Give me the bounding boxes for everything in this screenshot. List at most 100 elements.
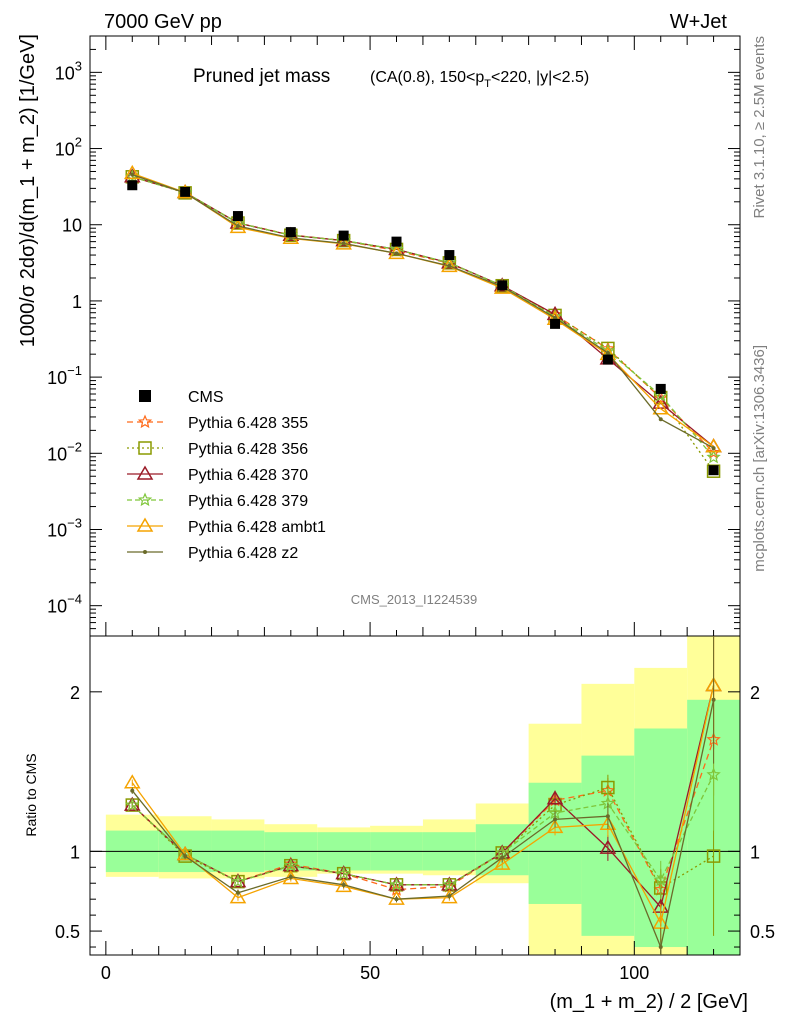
ratio-point-p379 bbox=[125, 797, 140, 812]
ratio-point-z2 bbox=[288, 874, 293, 879]
legend-label-data: CMS bbox=[188, 389, 224, 406]
ratio-point-p379 bbox=[389, 877, 404, 891]
legend-label-p355: Pythia 6.428 355 bbox=[188, 415, 308, 432]
data-point bbox=[338, 230, 349, 241]
point-z2 bbox=[447, 263, 452, 268]
series-line-p355 bbox=[132, 176, 715, 454]
ratio-line-z2 bbox=[131, 699, 715, 950]
legend-label-ambt1: Pythia 6.428 ambt1 bbox=[188, 519, 326, 536]
header-right: W+Jet bbox=[670, 11, 728, 33]
ratio-point-ambt1 bbox=[493, 855, 511, 870]
series-line-z2 bbox=[132, 173, 714, 449]
side-text-rivet: Rivet 3.1.10, ≥ 2.5M events bbox=[751, 36, 768, 219]
ratio-point-p379 bbox=[442, 877, 457, 892]
point-p355 bbox=[706, 445, 721, 459]
y-tick-label: 10−2 bbox=[47, 439, 82, 464]
data-point bbox=[232, 211, 243, 222]
data-point bbox=[550, 318, 561, 329]
main-axes: 10−4 10−3 10−2 10−1 1 10 102 103 0 50 100 0.5 0.5 1 1 2… bbox=[47, 35, 775, 983]
point-ambt1 bbox=[123, 164, 141, 180]
point-z2 bbox=[235, 224, 240, 229]
legend-label-p356: Pythia 6.428 356 bbox=[188, 441, 308, 458]
ratio-point-p379 bbox=[230, 874, 246, 888]
ratio-uncertainty-bands bbox=[90, 636, 740, 955]
header-left: 7000 GeV pp bbox=[104, 11, 222, 33]
ratio-tick-label: 0.5 bbox=[55, 922, 80, 942]
chart-title: Pruned jet mass bbox=[193, 66, 330, 87]
y-tick-label: 10−4 bbox=[47, 592, 82, 617]
watermark: CMS_2013_I1224539 bbox=[351, 592, 478, 607]
point-z2 bbox=[130, 172, 135, 177]
ratio-series-layer bbox=[123, 636, 722, 955]
ratio-point-p356 bbox=[178, 849, 192, 863]
point-p379 bbox=[706, 449, 721, 464]
series-line-p379 bbox=[132, 176, 715, 458]
ratio-tick-label-right: 1 bbox=[750, 842, 760, 862]
ratio-frame bbox=[89, 635, 741, 956]
point-z2 bbox=[394, 251, 399, 256]
legend-marker-ambt1 bbox=[136, 517, 154, 532]
ratio-point-p379 bbox=[283, 858, 298, 872]
data-point bbox=[602, 354, 613, 365]
x-axis-label: (m_1 + m_2) / 2 [GeV] bbox=[550, 991, 748, 1013]
ratio-point-p370 bbox=[229, 873, 247, 888]
ratio-point-z2 bbox=[500, 855, 505, 860]
ratio-tick-label-right: 0.5 bbox=[750, 922, 775, 942]
y-tick-label: 102 bbox=[55, 135, 82, 160]
legend-label-p370: Pythia 6.428 370 bbox=[188, 467, 308, 484]
legend-marker-data bbox=[139, 390, 151, 402]
data-point bbox=[444, 250, 455, 261]
ratio-point-z2 bbox=[605, 814, 610, 819]
data-point bbox=[497, 280, 508, 291]
x-tick-label: 0 bbox=[101, 963, 111, 983]
main-series-layer bbox=[123, 164, 722, 478]
point-z2 bbox=[605, 350, 610, 355]
y-axis-label: 1000/σ 2dσ)/d(m_1 + m_2) [1/GeV] bbox=[17, 34, 39, 347]
point-ambt1 bbox=[652, 400, 670, 415]
point-z2 bbox=[341, 241, 346, 246]
ratio-point-p379 bbox=[706, 767, 721, 781]
ratio-point-ambt1 bbox=[546, 818, 564, 834]
legend-marker-p379 bbox=[137, 492, 153, 507]
side-text-mcplots: mcplots.cern.ch [arXiv:1306.3436] bbox=[751, 345, 768, 572]
ratio-point-p379 bbox=[653, 872, 668, 887]
y-tick-label: 1 bbox=[72, 292, 82, 312]
ratio-line-p379 bbox=[131, 774, 715, 886]
legend-marker-p356 bbox=[138, 441, 152, 455]
ratio-line-ambt1 bbox=[131, 685, 715, 925]
data-point bbox=[708, 465, 719, 476]
series-line-p370 bbox=[132, 176, 715, 448]
ratio-point-p370 bbox=[599, 839, 617, 854]
ratio-point-z2 bbox=[711, 697, 716, 702]
ratio-point-ambt1 bbox=[229, 889, 247, 904]
point-z2 bbox=[553, 315, 558, 320]
legend-marker-p355 bbox=[137, 414, 153, 429]
ratio-point-ambt1 bbox=[176, 846, 194, 861]
ratio-point-z2 bbox=[553, 817, 558, 822]
ratio-point-p379 bbox=[336, 866, 351, 880]
ratio-axis-label: Ratio to CMS bbox=[23, 753, 39, 836]
y-tick-label: 10−3 bbox=[47, 515, 82, 540]
y-tick-label: 10 bbox=[62, 216, 82, 236]
legend-marker-z2 bbox=[143, 550, 147, 554]
ratio-point-p370 bbox=[546, 790, 564, 805]
ratio-tick-label: 1 bbox=[70, 842, 80, 862]
data-point bbox=[285, 227, 296, 238]
y-tick-label: 103 bbox=[55, 58, 82, 83]
ratio-point-z2 bbox=[341, 882, 346, 887]
data-point bbox=[655, 383, 666, 394]
y-tick-label: 10−1 bbox=[47, 363, 82, 388]
ratio-point-z2 bbox=[447, 893, 452, 898]
point-z2 bbox=[711, 446, 716, 451]
x-tick-label: 50 bbox=[360, 963, 380, 983]
data-point bbox=[127, 180, 138, 191]
ratio-point-z2 bbox=[183, 854, 188, 859]
ratio-point-z2 bbox=[394, 897, 399, 902]
ratio-tick-label-right: 2 bbox=[750, 683, 760, 703]
legend: CMS Pythia 6.428 355 Pythia 6.428 356 Pythi… bbox=[127, 389, 326, 562]
point-z2 bbox=[658, 417, 663, 422]
ratio-point-p356 bbox=[706, 849, 721, 863]
ratio-point-p370 bbox=[123, 796, 141, 811]
legend-label-p379: Pythia 6.428 379 bbox=[188, 493, 308, 510]
